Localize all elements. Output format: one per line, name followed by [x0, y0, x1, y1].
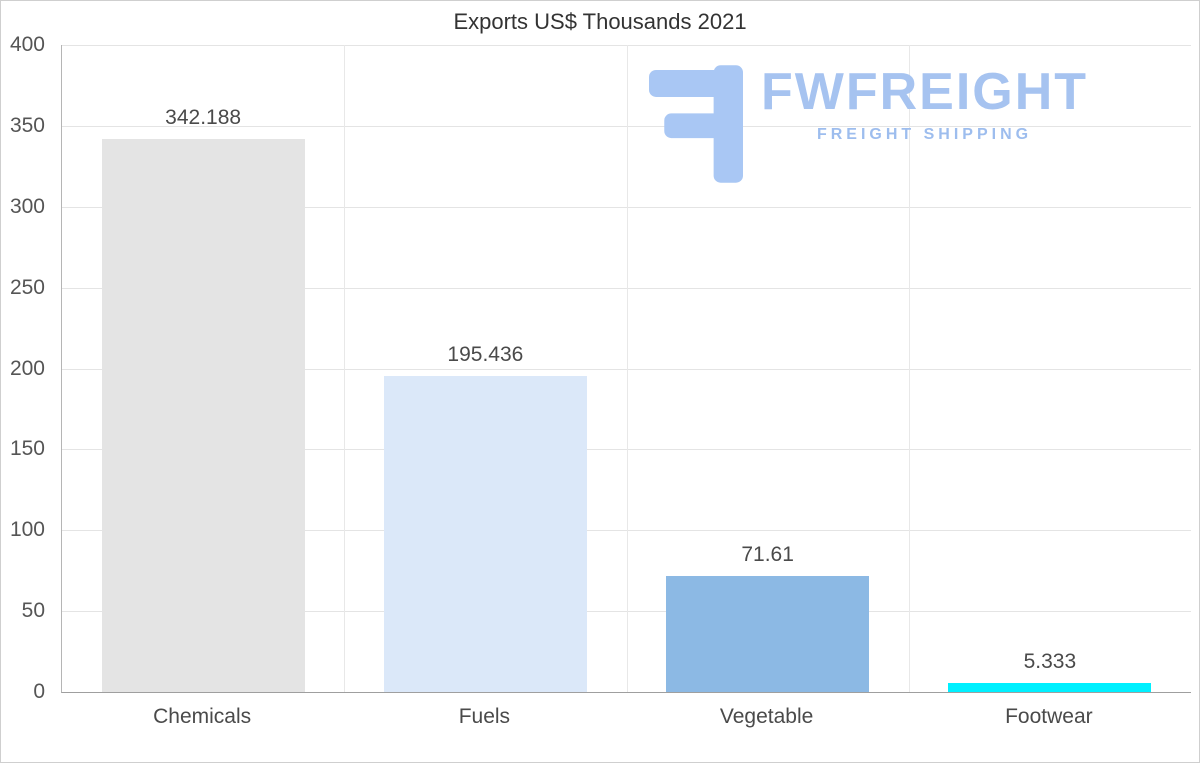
y-tick-label: 250: [9, 275, 45, 299]
y-tick-label: 0: [33, 680, 45, 703]
y-tick-label: 400: [9, 33, 45, 56]
bar-chemicals: [101, 138, 305, 692]
gridline: [62, 611, 1191, 613]
gridline: [62, 206, 1191, 208]
bar-fuels: [383, 375, 587, 692]
x-axis: Chemicals Fuels Vegetable Footwear: [61, 693, 1191, 741]
gridline: [62, 287, 1191, 289]
x-tick-label: Fuels: [458, 705, 511, 728]
y-tick-label: 50: [21, 599, 45, 623]
value-label: 5.333: [1023, 650, 1077, 674]
gridline: [62, 530, 1191, 532]
y-tick-label: 100: [9, 518, 45, 542]
y-axis: 0 50 100 150 200 250 300 350 400: [1, 33, 53, 703]
y-tick-label: 350: [9, 113, 45, 137]
gridline: [62, 45, 1191, 46]
x-tick-label: Chemicals: [153, 705, 252, 728]
value-label: 195.436: [447, 342, 524, 366]
gridline-vertical: [344, 45, 345, 692]
bar-footwear: [948, 683, 1152, 692]
gridline: [62, 368, 1191, 370]
chart-title: Exports US$ Thousands 2021: [453, 9, 747, 34]
gridline-vertical: [909, 45, 910, 692]
y-tick-label: 150: [9, 437, 45, 461]
x-tick-label: Vegetable: [719, 705, 814, 728]
y-tick-label: 300: [9, 194, 45, 218]
x-tick-label: Footwear: [1005, 705, 1093, 728]
bar-vegetable: [666, 576, 870, 692]
plot-area: 342.188 195.436 71.61 5.333: [61, 45, 1191, 693]
value-label: 71.61: [741, 543, 794, 567]
value-label: 342.188: [165, 105, 242, 129]
y-tick-label: 200: [9, 356, 45, 380]
gridline: [62, 125, 1191, 127]
gridline-vertical: [627, 45, 628, 692]
gridline: [62, 449, 1191, 451]
